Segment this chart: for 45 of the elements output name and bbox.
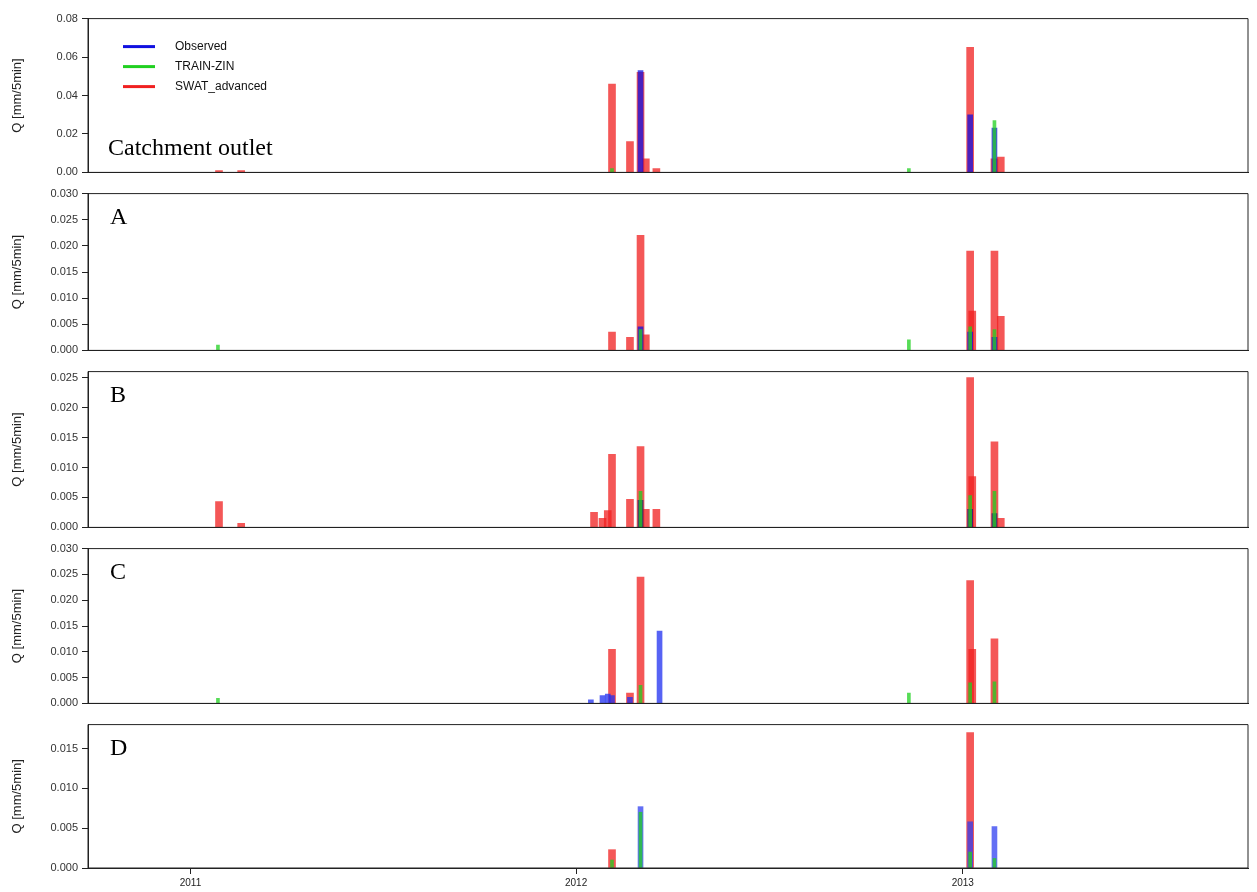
y-tick-label: 0.020 — [50, 238, 78, 251]
y-tick-label: 0.010 — [50, 644, 78, 657]
y-tick-label: 0.020 — [50, 400, 78, 413]
y-tick-label: 0.030 — [50, 186, 78, 199]
y-tick-label: 0.04 — [56, 88, 78, 101]
chart-title: C — [110, 557, 127, 584]
x-tick-label: 2012 — [564, 876, 588, 888]
legend-label: Observed — [175, 38, 228, 53]
legend-label: TRAIN-ZIN — [175, 58, 235, 73]
text: Catchment outlet — [108, 133, 273, 160]
y-axis-title: Q [mm/5min] — [9, 759, 25, 834]
y-tick-label: 0.005 — [50, 821, 78, 834]
y-tick-label: 0.08 — [56, 11, 78, 24]
y-tick-label: 0.000 — [50, 696, 78, 709]
y-tick-label: 0.025 — [50, 212, 78, 225]
legend-label: SWAT_advanced — [175, 78, 268, 93]
y-axis-title: Q [mm/5min] — [9, 412, 25, 487]
y-tick-label: 0.015 — [50, 741, 78, 754]
y-tick-label: 0.010 — [50, 781, 78, 794]
y-tick-label: 0.025 — [50, 567, 78, 580]
y-tick-label: 0.005 — [50, 490, 78, 503]
y-axis-title: Q [mm/5min] — [9, 58, 25, 133]
y-tick-label: 0.025 — [50, 370, 78, 383]
y-tick-label: 0.015 — [50, 619, 78, 632]
chart-title: A — [110, 202, 128, 229]
y-tick-label: 0.000 — [50, 861, 78, 874]
y-tick-label: 0.02 — [56, 126, 78, 139]
y-tick-label: 0.005 — [50, 670, 78, 683]
y-tick-label: 0.005 — [50, 317, 78, 330]
x-tick-label: 2013 — [951, 876, 975, 888]
y-axis-title: Q [mm/5min] — [9, 234, 25, 310]
y-tick-label: 0.00 — [56, 165, 78, 178]
y-tick-label: 0.000 — [50, 520, 78, 533]
y-axis-title: Q [mm/5min] — [9, 588, 25, 664]
y-tick-label: 0.06 — [56, 50, 78, 63]
y-tick-label: 0.010 — [50, 460, 78, 473]
chart-title: B — [110, 380, 127, 407]
chart-title: D — [110, 733, 128, 760]
y-tick-label: 0.015 — [50, 430, 78, 443]
y-tick-label: 0.030 — [50, 541, 78, 554]
y-tick-label: 0.000 — [50, 343, 78, 356]
y-tick-label: 0.015 — [50, 265, 78, 278]
y-tick-label: 0.020 — [50, 593, 78, 606]
x-tick-label: 2011 — [179, 876, 202, 888]
y-tick-label: 0.010 — [50, 291, 78, 304]
